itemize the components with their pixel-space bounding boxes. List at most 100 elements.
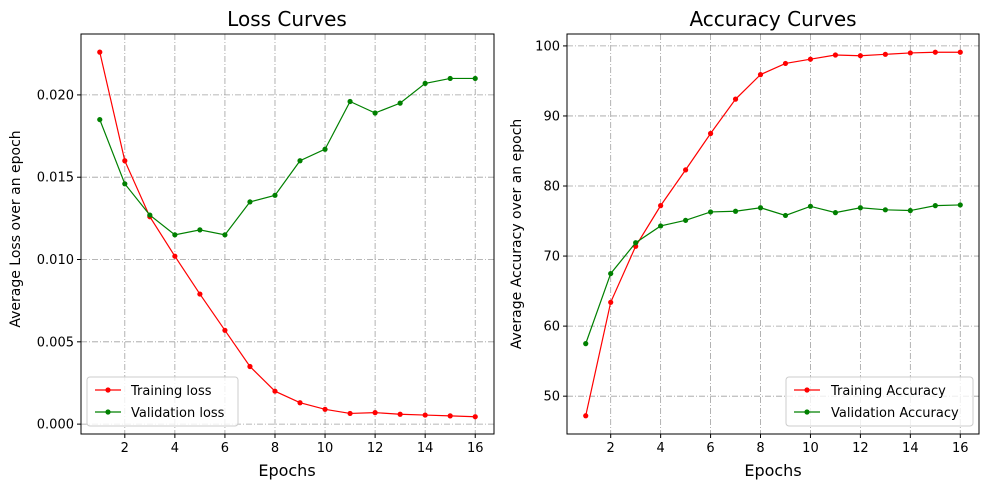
validation-accuracy-point: [832, 210, 839, 216]
accuracy-grid: [567, 34, 979, 434]
training-accuracy-point: [608, 299, 614, 305]
legend-validation-loss-marker: [105, 409, 111, 415]
training-loss-point: [347, 410, 353, 417]
accuracy-chart-panel: Accuracy Curves Epochs Average Accuracy …: [509, 7, 980, 480]
validation-accuracy-point: [683, 217, 689, 223]
training-loss-point: [447, 413, 453, 419]
training-accuracy-point: [658, 203, 664, 209]
accuracy-y-tick-label: 70: [543, 250, 560, 265]
loss-x-tick-label: 16: [467, 441, 484, 456]
validation-accuracy-point: [807, 203, 814, 209]
training-accuracy-point: [807, 56, 814, 62]
training-accuracy-point: [857, 53, 863, 59]
accuracy-chart-title: Accuracy Curves: [689, 7, 856, 31]
loss-legend-box: [86, 376, 239, 427]
loss-x-tick-label: 10: [317, 441, 334, 456]
training-accuracy-point: [732, 96, 739, 102]
loss-x-tick-label: 8: [271, 441, 279, 456]
accuracy-y-tick-label: 60: [543, 320, 560, 335]
accuracy-x-tick-label: 12: [852, 441, 869, 456]
accuracy-x-tick-label: 8: [756, 441, 764, 456]
validation-accuracy-line: [585, 204, 961, 344]
training-loss-point: [247, 363, 253, 370]
loss-chart-title: Loss Curves: [227, 7, 347, 31]
accuracy-series: [583, 49, 963, 419]
legend-validation-accuracy-marker: [804, 409, 810, 415]
loss-x-tick-label: 14: [417, 441, 434, 456]
training-loss-line: [99, 51, 476, 418]
training-loss-point: [97, 49, 103, 55]
validation-loss-point: [147, 212, 153, 218]
loss-ticks: 2 4 6 8 10 12 14 16 0.000 0.005 0.010 0.015 0.020: [37, 88, 484, 456]
training-accuracy-point: [583, 413, 589, 419]
validation-accuracy-point: [757, 205, 764, 211]
training-accuracy-point: [882, 51, 888, 57]
loss-x-tick-label: 4: [171, 441, 179, 456]
training-loss-point: [322, 406, 328, 412]
accuracy-y-tick-label: 80: [543, 180, 560, 195]
validation-loss-point: [347, 98, 353, 105]
validation-accuracy-point: [707, 209, 714, 215]
accuracy-y-tick-label: 90: [543, 109, 560, 124]
legend-validation-loss-label: Validation loss: [131, 406, 225, 421]
accuracy-legend: Training Accuracy Validation Accuracy: [785, 376, 974, 427]
validation-accuracy-point: [882, 207, 888, 213]
validation-accuracy-point: [658, 223, 664, 229]
accuracy-x-tick-label: 2: [607, 441, 615, 456]
loss-x-axis-label: Epochs: [258, 461, 315, 480]
loss-y-tick-label: 0.020: [37, 88, 74, 103]
training-loss-point: [397, 411, 403, 417]
training-accuracy-point: [907, 50, 913, 56]
accuracy-x-tick-label: 6: [706, 441, 714, 456]
training-accuracy-point: [707, 130, 714, 137]
validation-loss-point: [197, 227, 203, 233]
loss-y-tick-label: 0.015: [37, 171, 74, 186]
training-loss-point: [472, 414, 478, 420]
training-loss-point: [272, 388, 278, 394]
legend-training-accuracy-label: Training Accuracy: [830, 384, 946, 399]
loss-x-tick-label: 2: [121, 441, 129, 456]
validation-loss-point: [397, 100, 403, 106]
validation-accuracy-point: [932, 203, 938, 209]
loss-chart-panel: Loss Curves Epochs Average Loss over an …: [8, 7, 495, 480]
loss-plot-frame: [80, 33, 495, 435]
legend-training-accuracy-marker: [804, 387, 810, 393]
validation-accuracy-point: [732, 208, 739, 214]
validation-loss-point: [172, 232, 178, 238]
validation-loss-point: [122, 181, 128, 187]
loss-y-tick-label: 0.010: [37, 253, 74, 268]
accuracy-y-axis-label: Average Accuracy over an epoch: [509, 119, 525, 350]
legend-training-loss-label: Training loss: [130, 384, 212, 399]
accuracy-plot-frame: [566, 33, 980, 435]
loss-y-axis-label: Average Loss over an epoch: [8, 130, 24, 327]
accuracy-x-tick-label: 16: [952, 441, 969, 456]
training-accuracy-line: [585, 51, 961, 416]
training-loss-point: [222, 327, 228, 333]
training-accuracy-point: [757, 72, 764, 78]
training-accuracy-point: [932, 49, 938, 55]
training-loss-point: [172, 253, 178, 259]
validation-loss-point: [472, 75, 478, 82]
training-loss-point: [422, 412, 428, 418]
validation-loss-point: [222, 232, 228, 238]
accuracy-x-tick-label: 4: [656, 441, 664, 456]
loss-y-tick-label: 0.005: [37, 335, 74, 350]
accuracy-x-tick-label: 14: [902, 441, 919, 456]
validation-loss-point: [372, 110, 378, 116]
training-loss-point: [372, 410, 378, 416]
training-accuracy-point: [782, 60, 789, 67]
legend-validation-accuracy-label: Validation Accuracy: [831, 406, 959, 421]
loss-legend: Training loss Validation loss: [86, 376, 239, 427]
validation-accuracy-point: [907, 207, 913, 214]
loss-x-tick-label: 6: [221, 441, 229, 456]
accuracy-ticks: 2 4 6 8 10 12 14 16 50 60 70 80 90 100: [535, 39, 968, 456]
accuracy-x-tick-label: 10: [802, 441, 819, 456]
accuracy-legend-box: [785, 376, 974, 427]
training-loss-point: [122, 158, 128, 164]
validation-accuracy-point: [957, 202, 963, 208]
loss-series: [97, 49, 478, 420]
validation-loss-point: [322, 146, 328, 152]
validation-loss-point: [97, 116, 103, 123]
validation-accuracy-point: [608, 270, 614, 277]
